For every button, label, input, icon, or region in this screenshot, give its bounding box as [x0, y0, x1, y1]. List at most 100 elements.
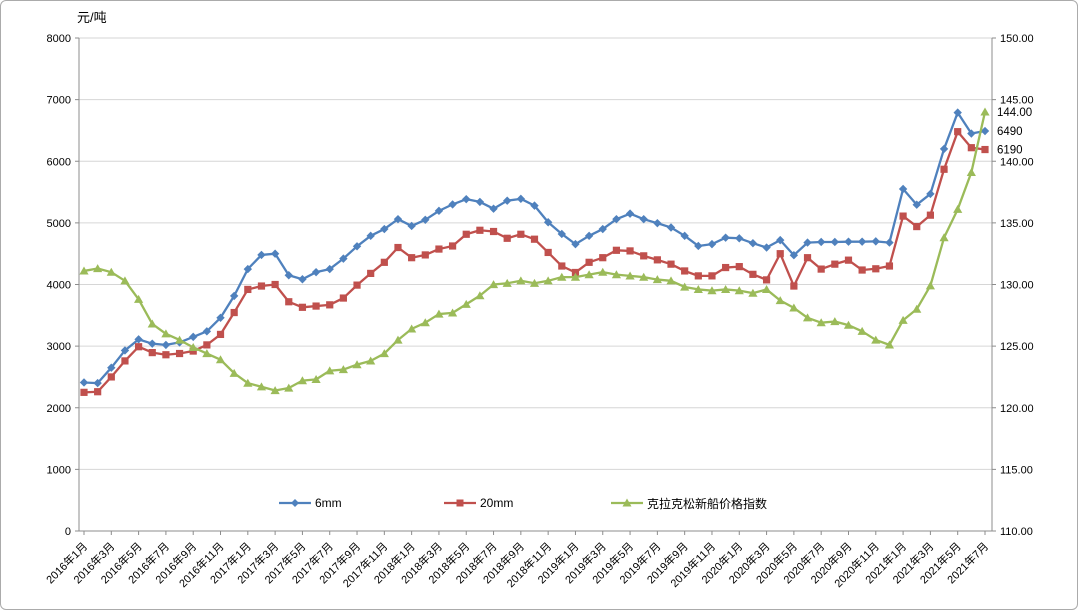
series-20mm-marker [462, 230, 470, 238]
series-克拉克松新船价格指数-marker [625, 271, 635, 280]
series-20mm-marker [722, 263, 730, 272]
series-20mm-marker [121, 357, 129, 365]
series-6mm-marker [530, 201, 539, 210]
series-6mm-marker [393, 214, 403, 224]
series-6mm-marker [857, 237, 867, 246]
series-6mm-marker [475, 197, 485, 207]
series-克拉克松新船价格指数-marker [570, 272, 581, 281]
series-6mm-marker [776, 235, 785, 245]
series-6mm-marker [448, 200, 457, 209]
series-6mm-line [83, 111, 986, 385]
right-axis-tick-label: 125.00 [1000, 341, 1034, 353]
right-axis-tick-label: 110.00 [1000, 526, 1033, 538]
series-克拉克松新船价格指数-marker [475, 291, 485, 300]
series-克拉克松新船价格指数-marker [229, 368, 239, 377]
right-axis-tick-label: 140.00 [1000, 156, 1034, 168]
series-20mm-marker [749, 270, 757, 278]
series-6mm-marker [120, 346, 130, 355]
series-20mm-marker [913, 222, 921, 231]
series-20mm-marker [326, 301, 334, 309]
series-6mm-marker [789, 251, 799, 260]
series-克拉克松新船价格指数-marker [693, 285, 703, 294]
series-20mm-marker [872, 265, 880, 273]
series-20mm-marker [585, 258, 593, 266]
series-6mm-marker [325, 264, 334, 274]
series-20mm-marker [776, 250, 784, 258]
right-axis-tick-label: 150.00 [1000, 33, 1034, 45]
series-20mm-marker [107, 373, 115, 381]
series-克拉克松新船价格指数-marker [270, 386, 280, 395]
series-6mm-marker [680, 231, 689, 241]
series-6mm-marker [270, 249, 280, 258]
series-20mm-marker [394, 243, 402, 252]
series-6mm-marker [694, 241, 703, 251]
left-axis-tick-label: 1000 [47, 464, 71, 476]
series-20mm-marker [844, 256, 853, 264]
right-axis-tick-label: 145.00 [1000, 95, 1034, 107]
series-6mm-marker [557, 229, 567, 239]
series-20mm-marker [271, 280, 279, 289]
right-axis-tick-label: 135.00 [1000, 218, 1034, 230]
series-20mm-marker [489, 227, 498, 236]
series-克拉克松新船价格指数-marker [912, 304, 922, 313]
series-克拉克松新船价格指数-marker [557, 272, 567, 281]
left-axis-tick-label: 6000 [47, 156, 71, 168]
series-6mm-marker [107, 363, 116, 372]
series-克拉克松新船价格指数-marker [366, 356, 376, 365]
series-克拉克松新船价格指数-marker [639, 272, 649, 281]
series-克拉克松新船价格指数-marker [707, 286, 717, 295]
series-6mm-marker [871, 237, 880, 246]
series-20mm-marker [257, 282, 266, 290]
series-20mm-marker [367, 269, 375, 278]
series-克拉克松新船价格指数-marker [761, 285, 772, 294]
series-6mm-marker [816, 237, 826, 247]
series-6mm-marker [311, 267, 321, 277]
series-6mm-marker [571, 239, 580, 249]
right-axis-tick-label: 120.00 [1000, 403, 1034, 415]
series-6mm-marker [939, 144, 949, 154]
series-6mm-marker [762, 243, 771, 252]
series-20mm-marker [244, 285, 252, 294]
series-克拉克松新船价格指数-marker [297, 376, 308, 385]
series-克拉克松新船价格指数-marker [748, 288, 758, 297]
series-克拉克松新船价格指数-marker [966, 167, 976, 176]
series-克拉克松新船价格指数-marker [93, 264, 103, 273]
series-20mm-marker [448, 242, 457, 250]
series-20mm-marker [135, 343, 143, 351]
series-克拉克松新船价格指数-marker [338, 365, 348, 374]
series-克拉克松新船价格指数-marker [284, 383, 294, 392]
series-6mm-marker [707, 239, 717, 249]
series-20mm-marker [476, 226, 484, 234]
series-克拉克松新船价格指数-marker [243, 378, 253, 387]
series-克拉克松新船价格指数-marker [543, 276, 553, 285]
series-20mm-marker [653, 256, 661, 264]
series-20mm-marker [162, 351, 170, 359]
series-20mm-marker [530, 235, 539, 243]
series-克拉克松新船价格指数-marker [816, 318, 826, 327]
series-6mm-marker [898, 184, 908, 194]
series-20mm-marker [926, 211, 934, 219]
series-20mm-marker [80, 388, 88, 396]
right-axis-tick-label: 130.00 [1000, 280, 1034, 292]
series-克拉克松新船价格指数-marker [311, 375, 321, 384]
series-6mm-marker [926, 189, 935, 199]
series-6mm-marker [298, 275, 307, 284]
left-axis-unit-label: 元/吨 [77, 10, 107, 25]
series-克拉克松新船价格指数-marker [134, 294, 144, 303]
series-克拉克松新船价格指数-marker [802, 313, 813, 322]
series-20mm-marker [762, 276, 771, 284]
series-20mm-marker [981, 145, 989, 154]
left-axis-tick-label: 5000 [47, 218, 71, 230]
series-克拉克松新船价格指数-marker [598, 267, 608, 276]
series-克拉克松新船价格指数-marker [174, 335, 185, 344]
series-克拉克松新船价格指数-marker [884, 340, 895, 349]
series-6mm-marker [598, 224, 607, 234]
series-克拉克松新船价格指数-marker [775, 296, 785, 305]
series-20mm-marker [503, 234, 511, 242]
series-克拉克松新船价格指数-marker [215, 355, 226, 364]
series-6mm-marker [189, 332, 198, 342]
series-20mm-marker [94, 388, 102, 396]
series-克拉克松新船价格指数-marker [584, 270, 594, 279]
left-axis-tick-label: 0 [65, 526, 71, 538]
